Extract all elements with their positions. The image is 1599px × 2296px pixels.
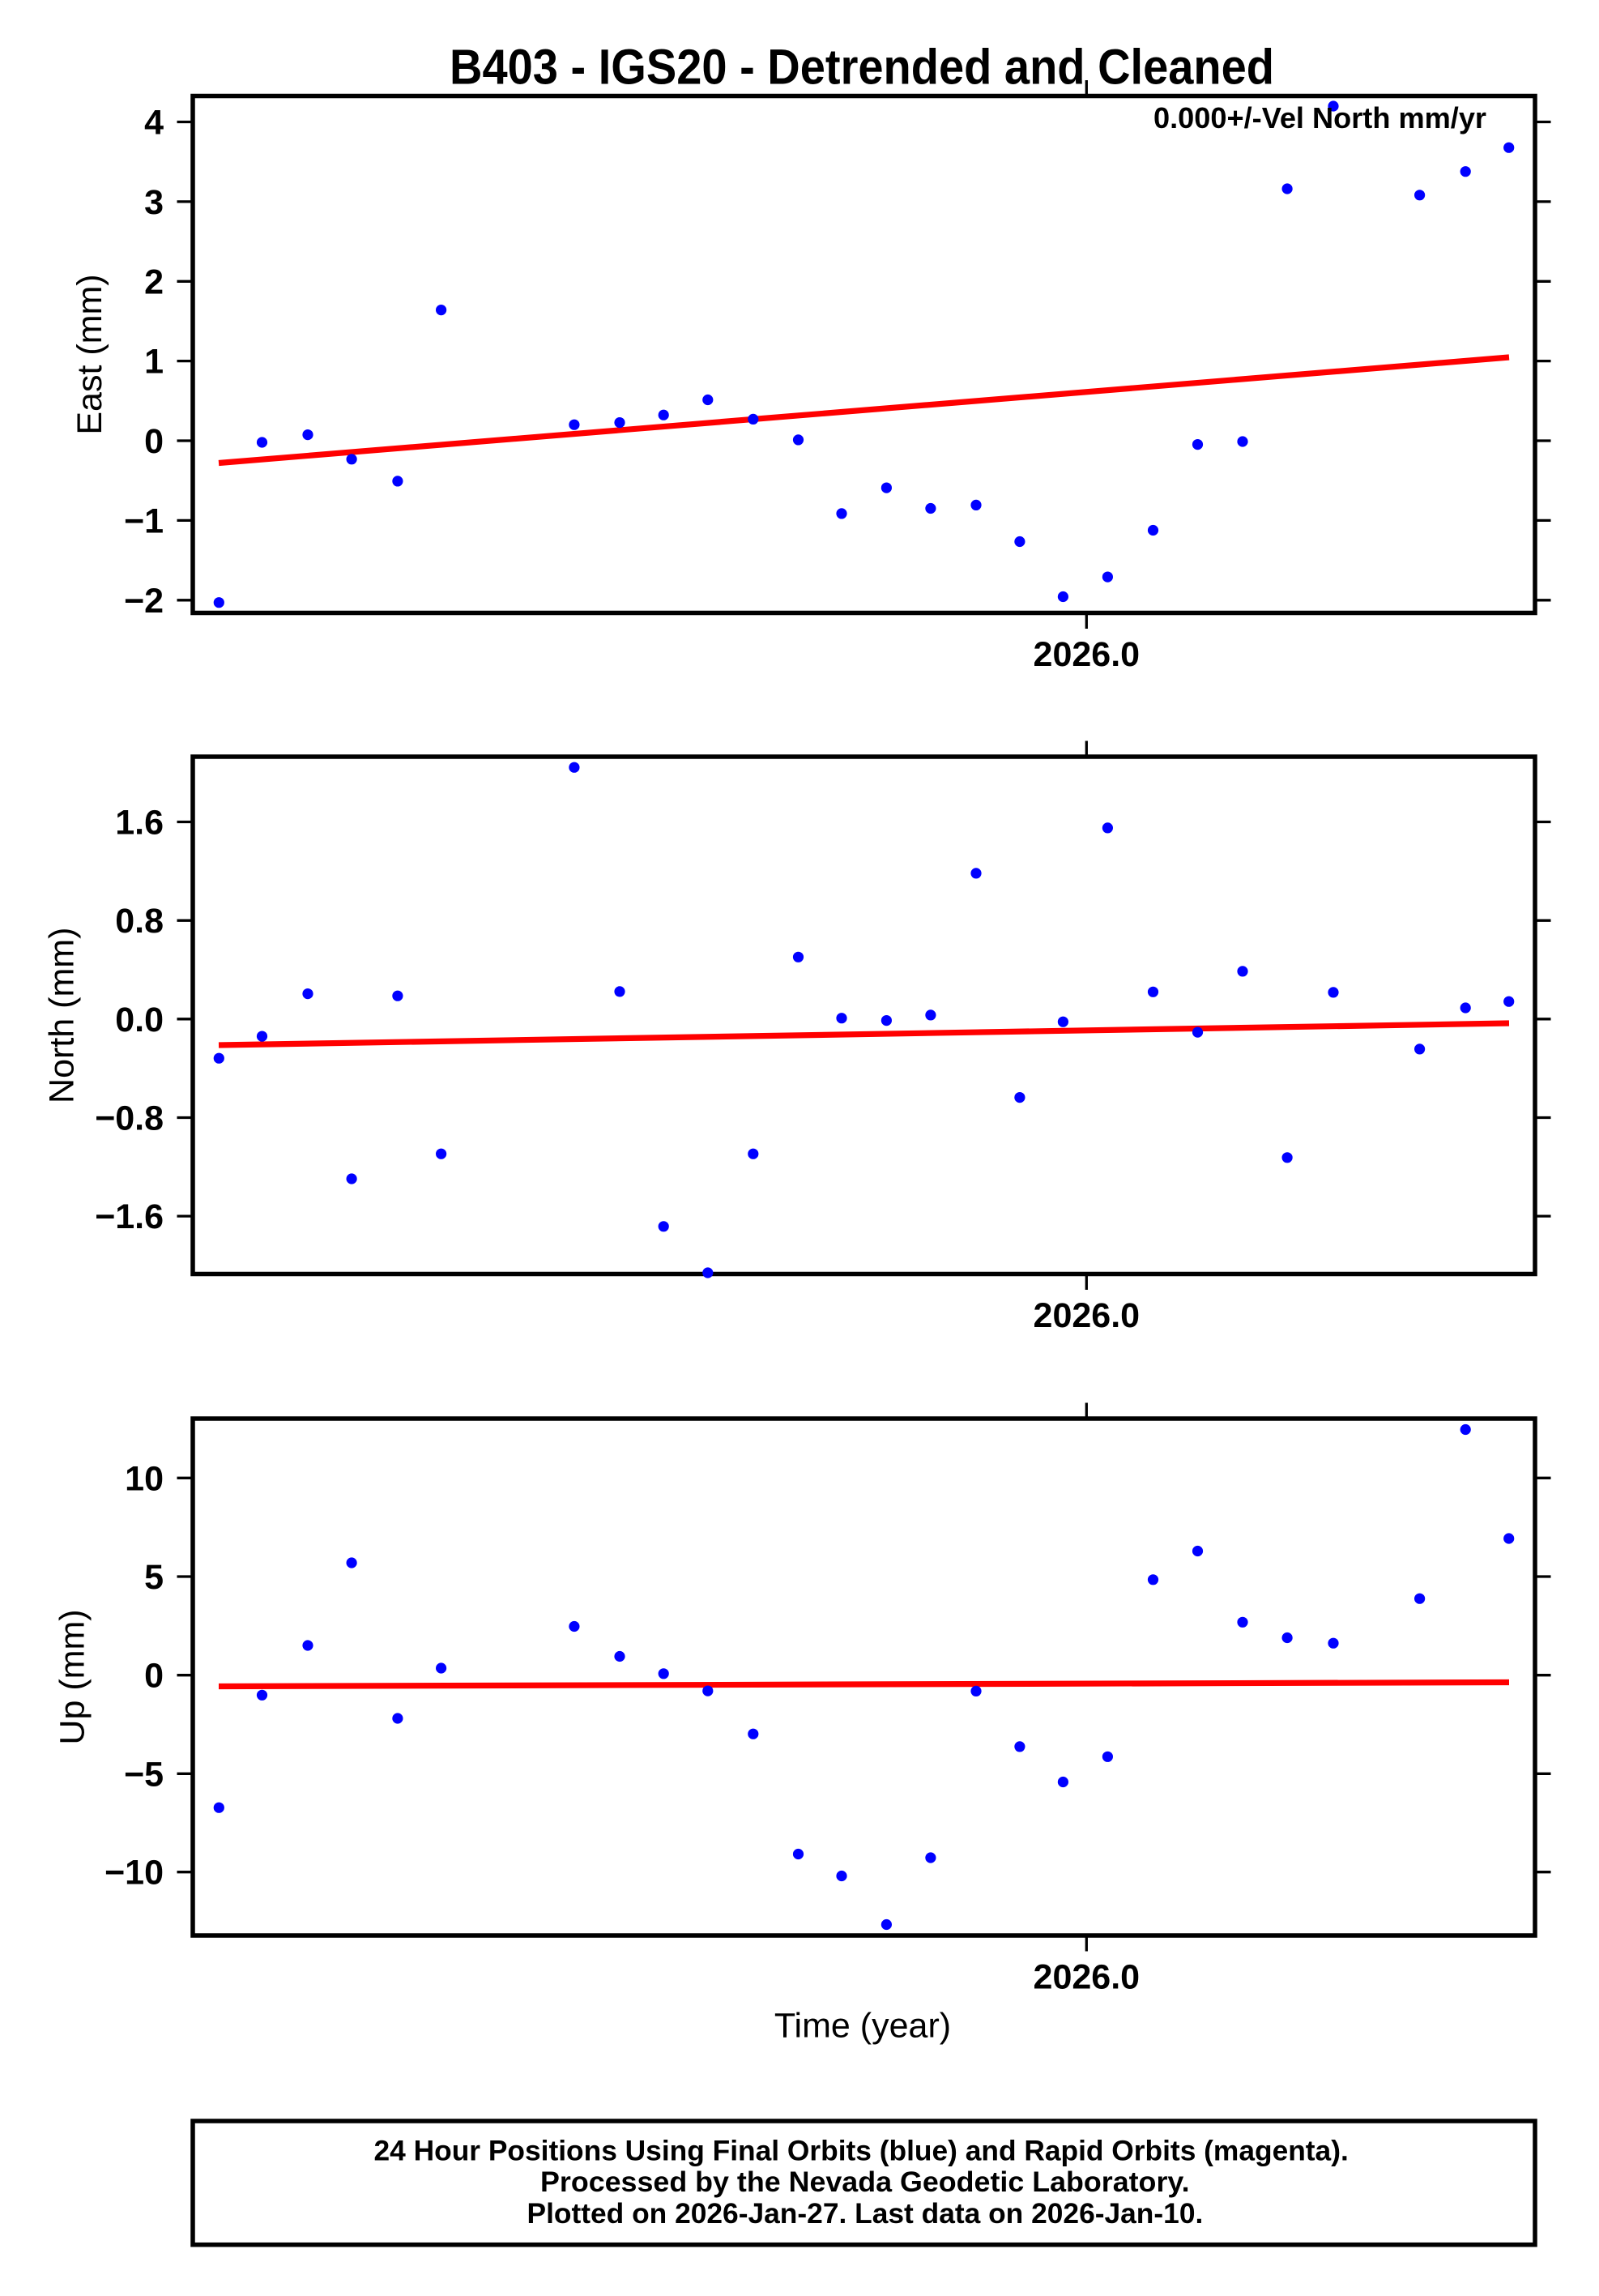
svg-text:−2: −2 — [124, 582, 164, 621]
svg-text:0: 0 — [144, 422, 164, 461]
svg-text:3: 3 — [144, 183, 164, 222]
svg-text:2026.0: 2026.0 — [1034, 635, 1141, 674]
svg-text:0.8: 0.8 — [115, 902, 164, 941]
svg-text:2026.0: 2026.0 — [1034, 1958, 1141, 1997]
svg-text:Processed by the Nevada Geodet: Processed by the Nevada Geodetic Laborat… — [540, 2166, 1190, 2198]
svg-text:−1.6: −1.6 — [95, 1197, 164, 1236]
svg-text:−10: −10 — [104, 1854, 164, 1893]
svg-text:−5: −5 — [124, 1755, 164, 1794]
svg-text:B403 - IGS20 - Detrended and C: B403 - IGS20 - Detrended and Cleaned — [450, 40, 1274, 95]
svg-text:1: 1 — [144, 343, 164, 382]
svg-text:24 Hour Positions Using Final: 24 Hour Positions Using Final Orbits (bl… — [374, 2136, 1349, 2167]
svg-text:5: 5 — [144, 1558, 164, 1597]
svg-text:−0.8: −0.8 — [95, 1099, 164, 1138]
svg-text:0: 0 — [144, 1657, 164, 1696]
svg-text:Time (year): Time (year) — [774, 2007, 951, 2046]
svg-text:10: 10 — [125, 1459, 164, 1498]
svg-text:1.6: 1.6 — [115, 804, 164, 843]
svg-text:0.000+/-Vel North mm/yr: 0.000+/-Vel North mm/yr — [1153, 101, 1486, 134]
svg-text:−1: −1 — [124, 501, 164, 540]
svg-text:Plotted on 2026-Jan-27. Last d: Plotted on 2026-Jan-27. Last data on 202… — [527, 2198, 1204, 2230]
svg-text:2026.0: 2026.0 — [1034, 1296, 1141, 1335]
svg-text:2: 2 — [144, 262, 164, 301]
svg-text:North (mm): North (mm) — [43, 928, 82, 1103]
svg-text:East (mm): East (mm) — [70, 274, 109, 434]
svg-text:Up (mm): Up (mm) — [53, 1609, 92, 1744]
svg-text:4: 4 — [144, 104, 164, 143]
svg-text:0.0: 0.0 — [115, 1001, 164, 1039]
